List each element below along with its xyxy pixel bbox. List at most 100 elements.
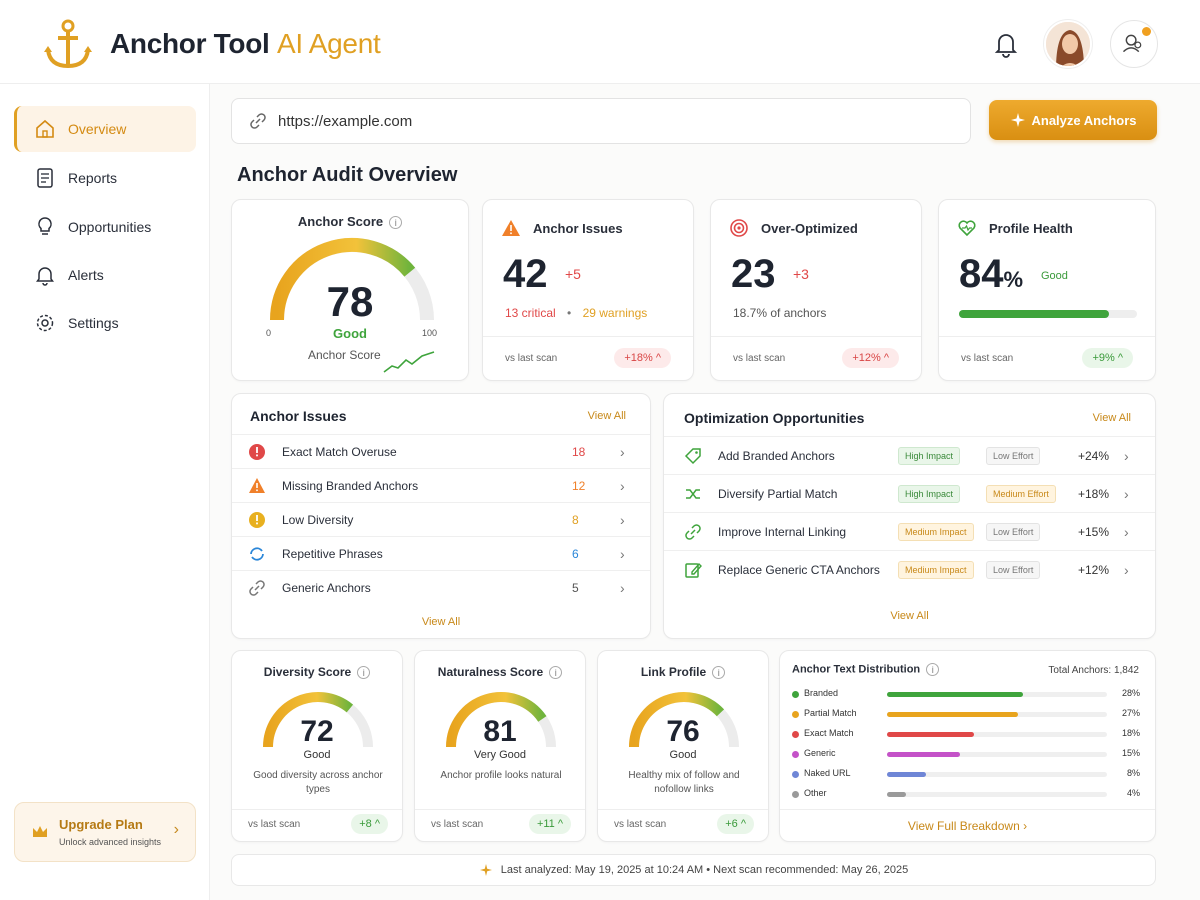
analyze-button-label: Analyze Anchors [1031,112,1137,128]
issue-label: Generic Anchors [282,580,371,595]
opportunity-row[interactable]: Improve Internal Linking Medium Impact L… [664,512,1155,550]
legend-dot [792,791,799,798]
sidebar-item-label: Settings [68,315,119,331]
opportunity-row[interactable]: Replace Generic CTA Anchors Medium Impac… [664,550,1155,588]
sidebar-item-reports[interactable]: Reports [14,155,196,201]
issue-count: 5 [572,580,579,595]
info-icon[interactable]: i [357,666,371,680]
score-value: 81 [483,715,517,748]
view-full-breakdown-link[interactable]: View Full Breakdown › [907,819,1028,833]
info-icon[interactable]: i [549,666,563,680]
comparison-label: vs last scan [505,353,558,364]
warning-triangle-icon [249,477,265,493]
divider [711,336,921,337]
sidebar-item-overview[interactable]: Overview [14,106,196,152]
metric-unit: % [1003,267,1024,292]
opportunity-row[interactable]: Add Branded Anchors High Impact Low Effo… [664,436,1155,474]
analyze-anchors-button[interactable]: Analyze Anchors [989,100,1157,140]
upgrade-plan-button[interactable]: Upgrade Plan Unlock advanced insights › [14,802,196,862]
anchor-text-distribution-card: Anchor Text Distribution i Total Anchors:… [779,650,1156,842]
list-title: Optimization Opportunities [684,410,865,426]
comparison-label: vs last scan [248,819,301,830]
divider [939,336,1155,337]
score-value: 72 [300,715,334,748]
distribution-percent: 15% [1121,748,1140,758]
issue-row[interactable]: Missing Branded Anchors 12 › [232,468,650,502]
change-badge: +12% ^ [842,348,899,368]
distribution-percent: 8% [1126,768,1140,778]
distribution-row: Exact Match 18% [792,728,1142,742]
anchor-score-label: Good [333,326,367,341]
score-value: 76 [666,715,700,748]
view-all-footer-link[interactable]: View All [890,610,929,622]
warning-triangle-icon [502,220,520,236]
notification-dot [1142,27,1151,36]
edit-icon [685,562,702,578]
sidebar: Overview Reports Opportunities Alerts Se… [0,84,210,900]
score-label: Good [303,749,331,761]
comparison-label: vs last scan [961,353,1014,364]
legend-dot [792,751,799,758]
distribution-row: Generic 15% [792,748,1142,762]
lightbulb-icon [38,217,52,235]
view-all-footer-link[interactable]: View All [421,616,461,628]
issue-count: 18 [572,444,586,459]
distribution-bar-fill [887,752,960,757]
target-icon [730,219,748,237]
issue-row[interactable]: Exact Match Overuse 18 › [232,434,650,468]
sidebar-item-opportunities[interactable]: Opportunities [14,204,196,250]
upgrade-title: Upgrade Plan [59,817,143,832]
distribution-bar-fill [887,712,1019,717]
info-icon[interactable]: i [712,666,726,680]
critical-count: 13 critical [505,306,556,320]
legend-dot [792,691,799,698]
user-avatar[interactable] [1044,20,1092,68]
anchor-issues-metric-card: Anchor Issues 42 +5 13 critical • 29 war… [482,199,694,381]
issue-row[interactable]: Low Diversity 8 › [232,502,650,536]
change-badge: +9% ^ [1082,348,1133,368]
url-input[interactable] [278,112,878,130]
page-title: Anchor Audit Overview [237,164,458,186]
issue-row[interactable]: Generic Anchors 5 › [232,570,650,604]
anchor-score-title: Anchor Score i [232,214,468,230]
score-label: Good [669,749,697,761]
issue-row[interactable]: Repetitive Phrases 6 › [232,536,650,570]
distribution-percent: 18% [1121,728,1140,738]
url-input-container [231,98,971,144]
sidebar-item-settings[interactable]: Settings [14,300,196,346]
chevron-right-icon: › [173,821,179,838]
app-header: Anchor Tool AI Agent [0,0,1200,84]
document-icon [37,168,53,188]
sidebar-item-label: Opportunities [68,219,152,235]
info-icon[interactable]: i [389,216,403,230]
issue-label: Repetitive Phrases [282,546,383,561]
naturalness-gauge-fill [446,692,547,748]
score-description: Good diversity across anchor types [253,770,383,795]
notification-bell-icon[interactable] [990,28,1022,60]
shuffle-icon [686,488,700,499]
distribution-percent: 27% [1121,708,1140,718]
breakdown-separator: • [567,306,572,320]
distribution-label: Branded [804,688,839,698]
distribution-bar-track [887,692,1107,697]
legend-dot [792,711,799,718]
comparison-label: vs last scan [431,819,484,830]
metric-description: 18.7% of anchors [733,306,827,320]
view-all-link[interactable]: View All [1092,412,1131,424]
opportunity-row[interactable]: Diversify Partial Match High Impact Medi… [664,474,1155,512]
view-all-link[interactable]: View All [587,410,626,422]
info-icon[interactable]: i [926,663,940,676]
scan-status-bar: Last analyzed: May 19, 2025 at 10:24 AM … [231,854,1156,886]
gear-icon [36,314,54,332]
distribution-bar-track [887,712,1107,717]
link-profile-score-card: Link Profile i 76 Good Healthy mix of fol… [597,650,769,842]
distribution-row: Other 4% [792,788,1142,802]
sidebar-item-alerts[interactable]: Alerts [14,252,196,298]
link-icon [685,523,701,540]
account-menu-button[interactable] [1110,20,1158,68]
comparison-label: vs last scan [614,819,667,830]
alert-circle-icon [249,511,265,528]
distribution-percent: 4% [1126,788,1140,798]
metric-title: Over-Optimized [729,218,858,238]
home-icon [36,119,54,138]
